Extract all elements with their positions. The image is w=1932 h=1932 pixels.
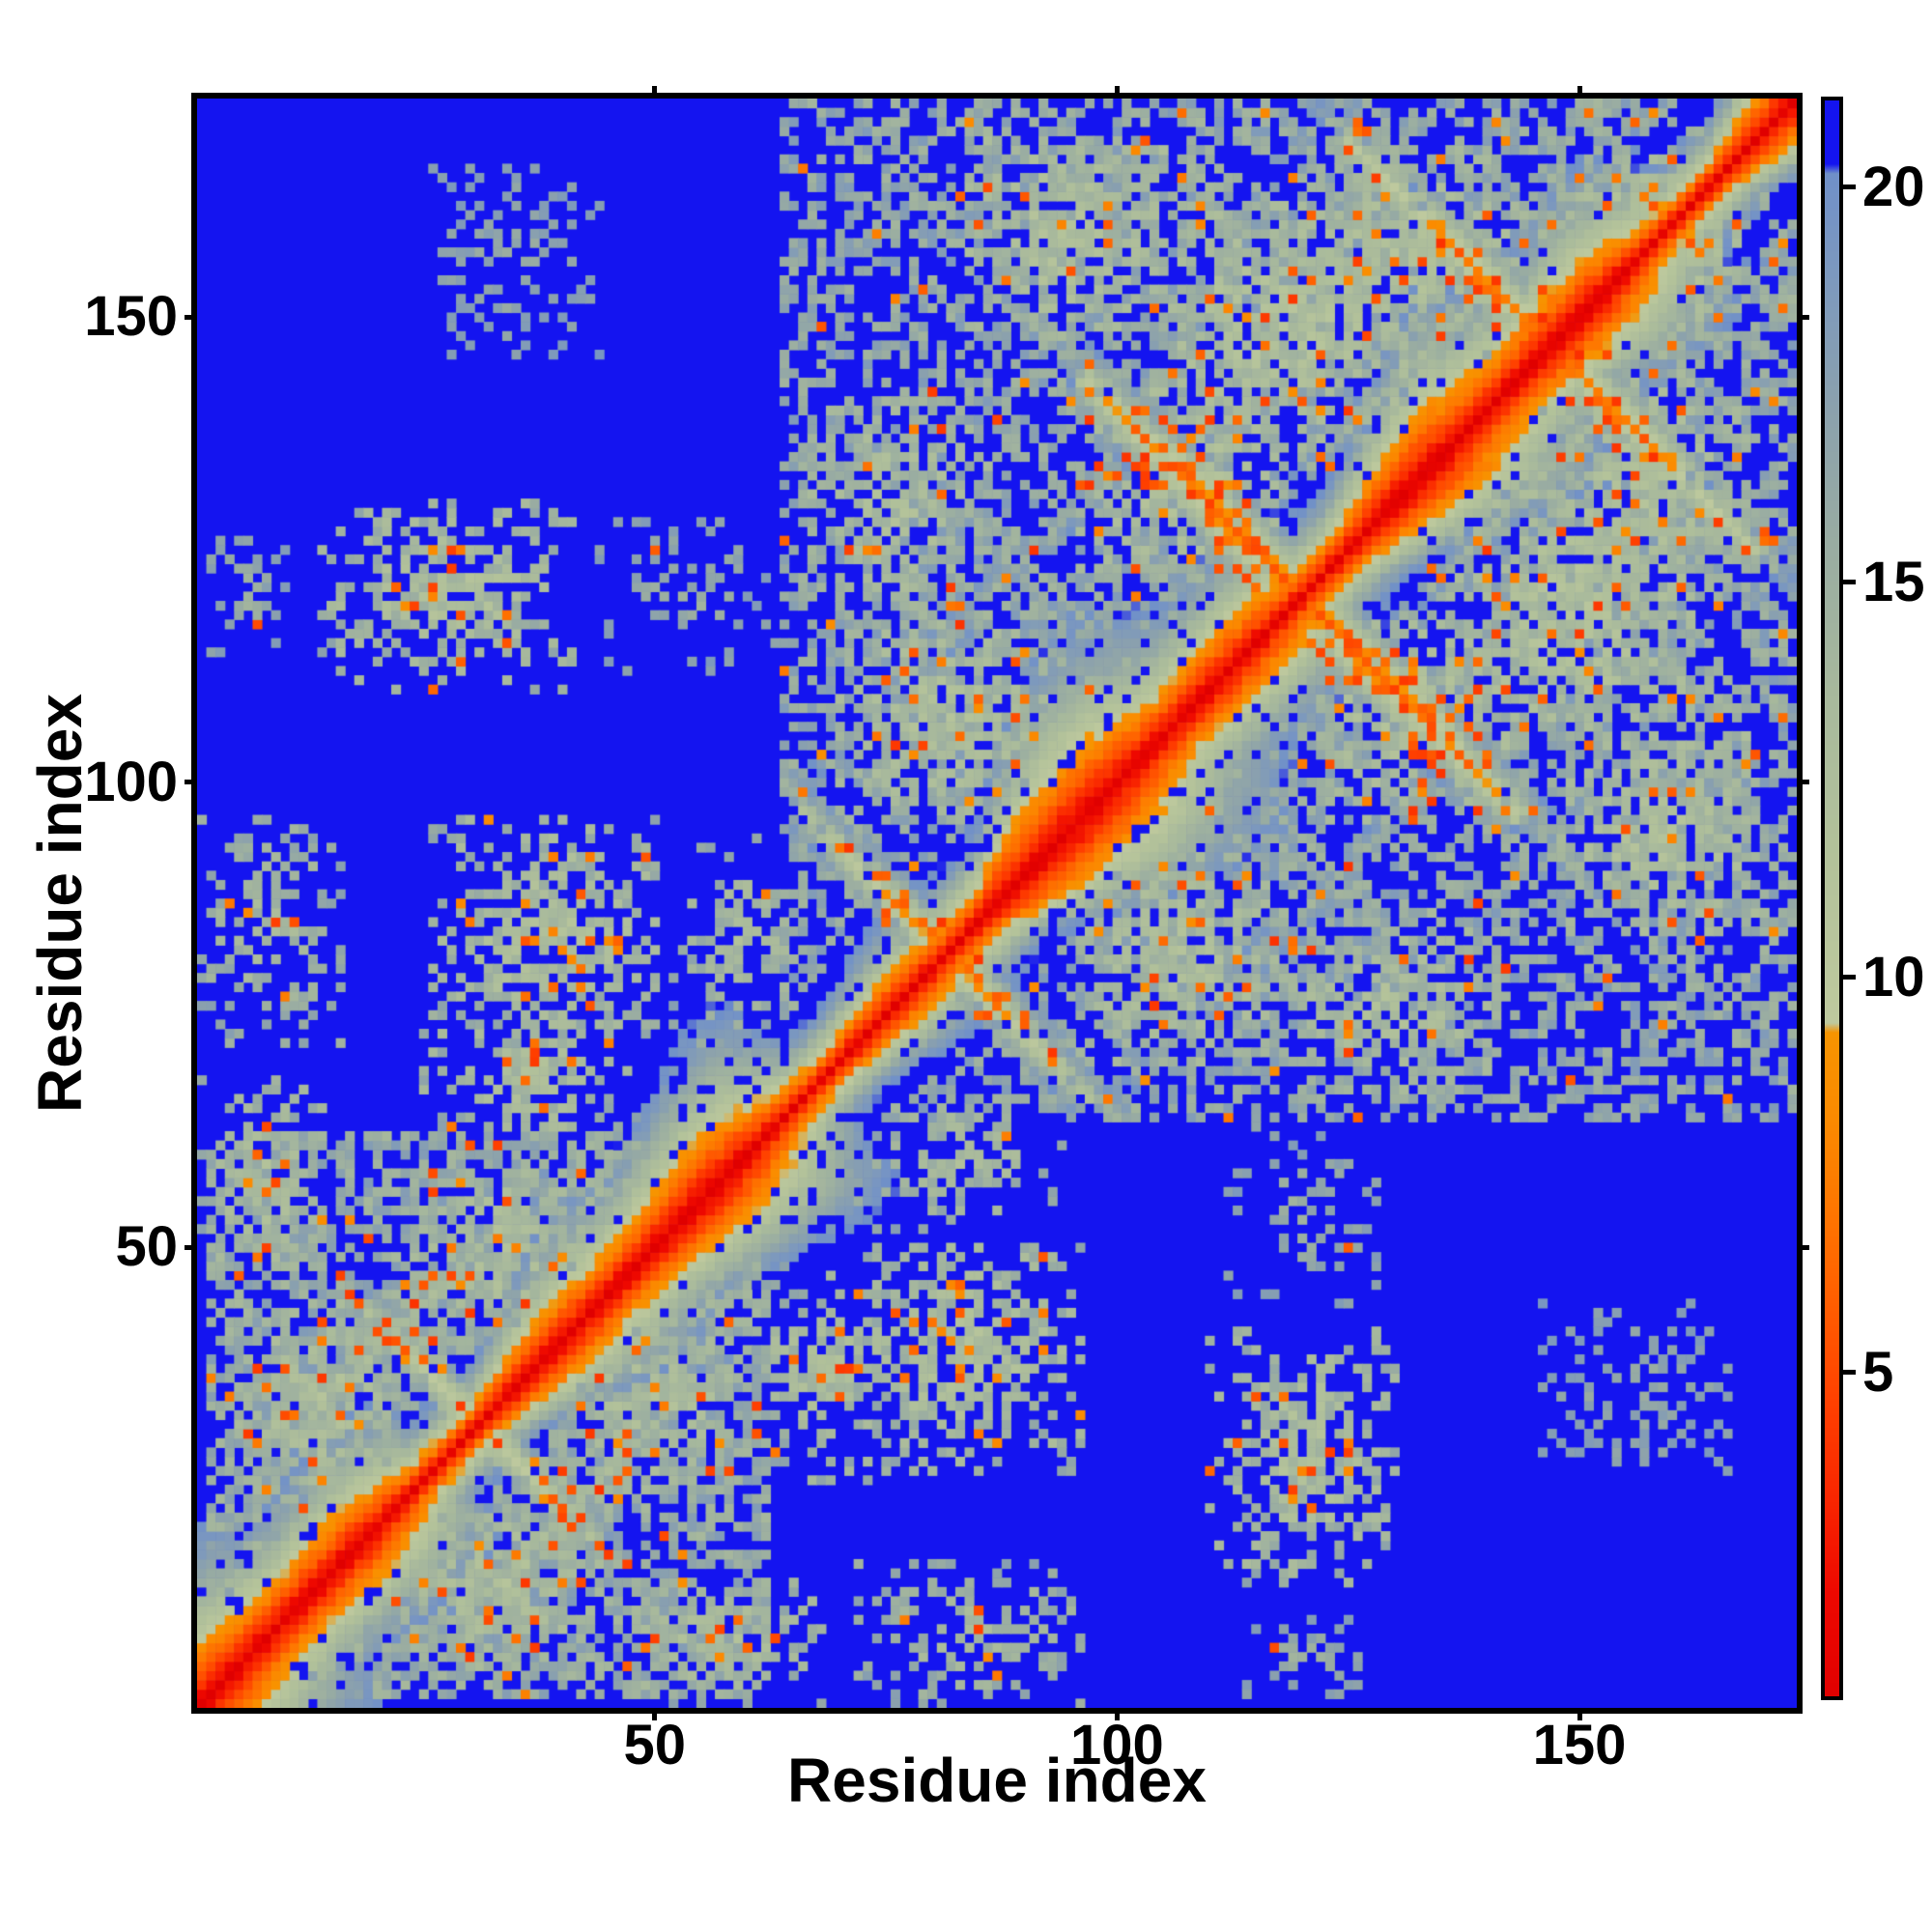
x-axis-tick <box>1114 1708 1120 1720</box>
y-tick-label: 100 <box>84 750 178 813</box>
x-axis-tick-top <box>1114 86 1120 99</box>
x-axis-title: Residue index <box>787 1746 1207 1815</box>
heatmap-plot-frame <box>191 93 1803 1714</box>
x-axis-tick <box>652 1708 658 1720</box>
colorbar-tick <box>1843 185 1856 190</box>
colorbar-tick-label: 10 <box>1862 945 1925 1009</box>
x-tick-label: 50 <box>623 1714 687 1776</box>
x-tick-label: 150 <box>1532 1714 1627 1776</box>
y-axis-tick-right <box>1797 1244 1809 1250</box>
y-tick-label: 150 <box>84 285 178 349</box>
colorbar-tick-label: 15 <box>1862 550 1925 613</box>
distance-matrix-heatmap <box>197 99 1797 1708</box>
colorbar-tick-label: 20 <box>1862 155 1925 218</box>
y-axis-tick <box>185 314 197 320</box>
colorbar-tick <box>1843 580 1856 585</box>
x-tick-label: 100 <box>1070 1714 1164 1776</box>
x-axis-tick-top <box>1577 86 1582 99</box>
colorbar-gradient <box>1825 100 1839 1696</box>
y-axis-tick-right <box>1797 314 1809 320</box>
x-axis-tick-top <box>652 86 658 99</box>
y-axis-tick <box>185 1244 197 1250</box>
y-axis-tick <box>185 780 197 785</box>
colorbar-tick <box>1843 1370 1856 1376</box>
y-axis-title: Residue index <box>25 694 95 1113</box>
y-tick-label: 50 <box>115 1215 178 1279</box>
colorbar-tick <box>1843 975 1856 980</box>
colorbar-frame <box>1821 97 1843 1700</box>
y-axis-tick-right <box>1797 780 1809 785</box>
colorbar-tick-label: 5 <box>1862 1340 1894 1404</box>
x-axis-tick <box>1577 1708 1582 1720</box>
